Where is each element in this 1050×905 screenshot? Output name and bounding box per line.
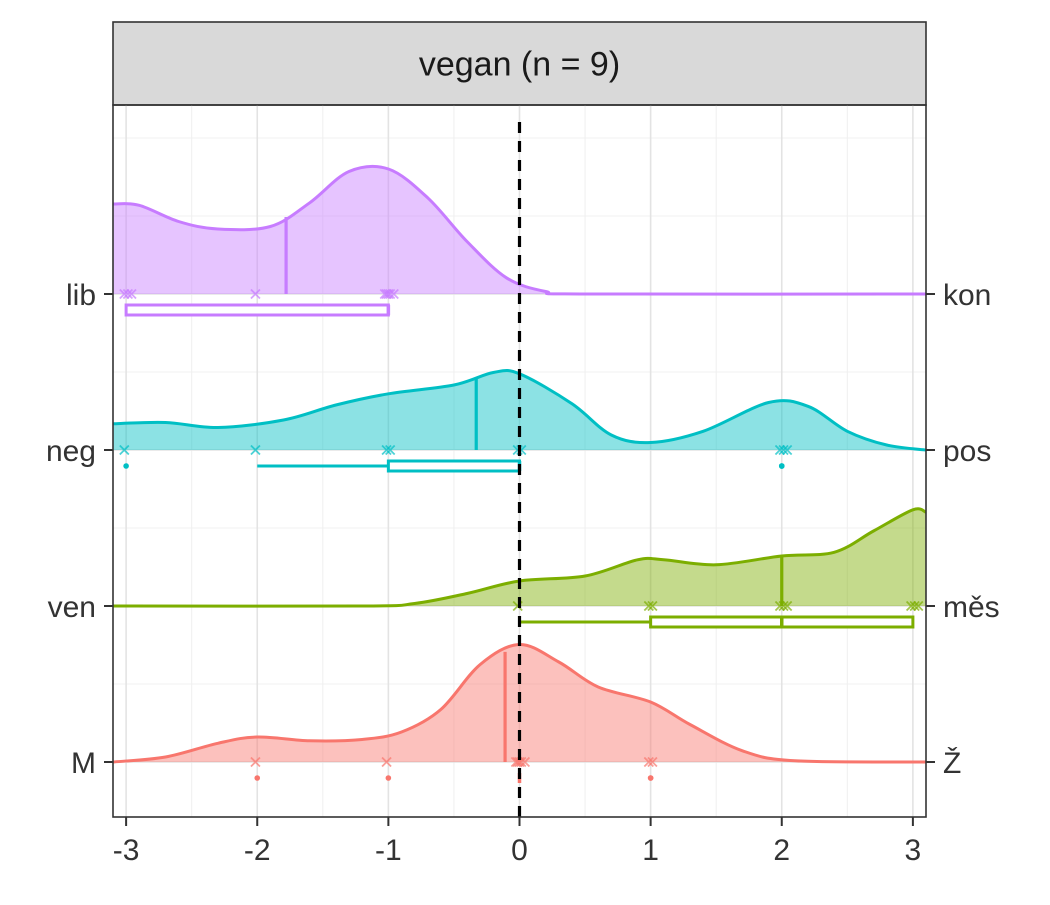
observation-point-m xyxy=(381,756,392,768)
observation-point-neg xyxy=(250,444,261,456)
observation-point-neg xyxy=(778,444,789,456)
observation-point-lib xyxy=(122,288,134,300)
density-curve-neg xyxy=(112,368,927,452)
outlier-point-neg xyxy=(123,463,129,469)
observation-point-ven xyxy=(782,600,793,612)
observation-point-ven xyxy=(643,600,654,612)
facet-strip xyxy=(112,21,927,106)
x-tick-label: -2 xyxy=(244,834,271,867)
observation-point-ven xyxy=(913,600,924,612)
observation-point-m xyxy=(514,756,525,768)
density-curve-ven xyxy=(112,507,927,608)
density-curve-m xyxy=(112,642,927,764)
outlier-point-m xyxy=(385,775,392,781)
y-tick-label-right: pos xyxy=(943,435,991,468)
density-fill-ven xyxy=(113,508,926,607)
y-tick-label-right: kon xyxy=(943,279,991,312)
y-tick-label-right: měs xyxy=(943,591,1000,624)
y-tick-label-left: lib xyxy=(66,279,96,312)
density-fill-m xyxy=(113,644,926,763)
outlier-point-neg xyxy=(778,463,785,469)
observation-point-neg xyxy=(381,444,392,456)
x-tick-label: 1 xyxy=(642,834,659,867)
boxplot-box-lib xyxy=(124,303,390,317)
outlier-point-m xyxy=(254,775,261,781)
observation-point-m xyxy=(250,756,261,768)
x-tick-label: 0 xyxy=(511,834,528,867)
observation-point-ven xyxy=(647,600,658,612)
observation-point-m xyxy=(647,756,658,768)
x-tick-label: -1 xyxy=(375,834,402,867)
y-tick-label-right: Ž xyxy=(943,747,961,780)
y-tick-label-left: M xyxy=(71,747,96,780)
x-tick-label: -3 xyxy=(113,834,140,867)
outlier-point-m xyxy=(647,775,654,781)
observation-point-neg xyxy=(782,444,793,456)
x-tick-label: 2 xyxy=(773,834,790,867)
observation-point-lib xyxy=(379,288,390,300)
observation-point-m xyxy=(643,756,654,768)
observation-point-lib xyxy=(126,288,137,300)
y-tick-label-left: neg xyxy=(46,435,96,468)
y-tick-label-left: ven xyxy=(48,591,96,624)
observation-point-lib xyxy=(250,288,261,300)
x-tick-label: 3 xyxy=(905,834,922,867)
observation-point-ven xyxy=(778,600,789,612)
density-curve-lib xyxy=(112,164,927,296)
observation-point-ven xyxy=(909,600,920,612)
observation-point-lib xyxy=(383,288,394,300)
boxplot-box-neg xyxy=(386,459,521,473)
facet-title: vegan (n = 9) xyxy=(419,46,620,84)
observation-point-neg xyxy=(119,444,130,456)
observation-point-neg xyxy=(385,444,396,456)
